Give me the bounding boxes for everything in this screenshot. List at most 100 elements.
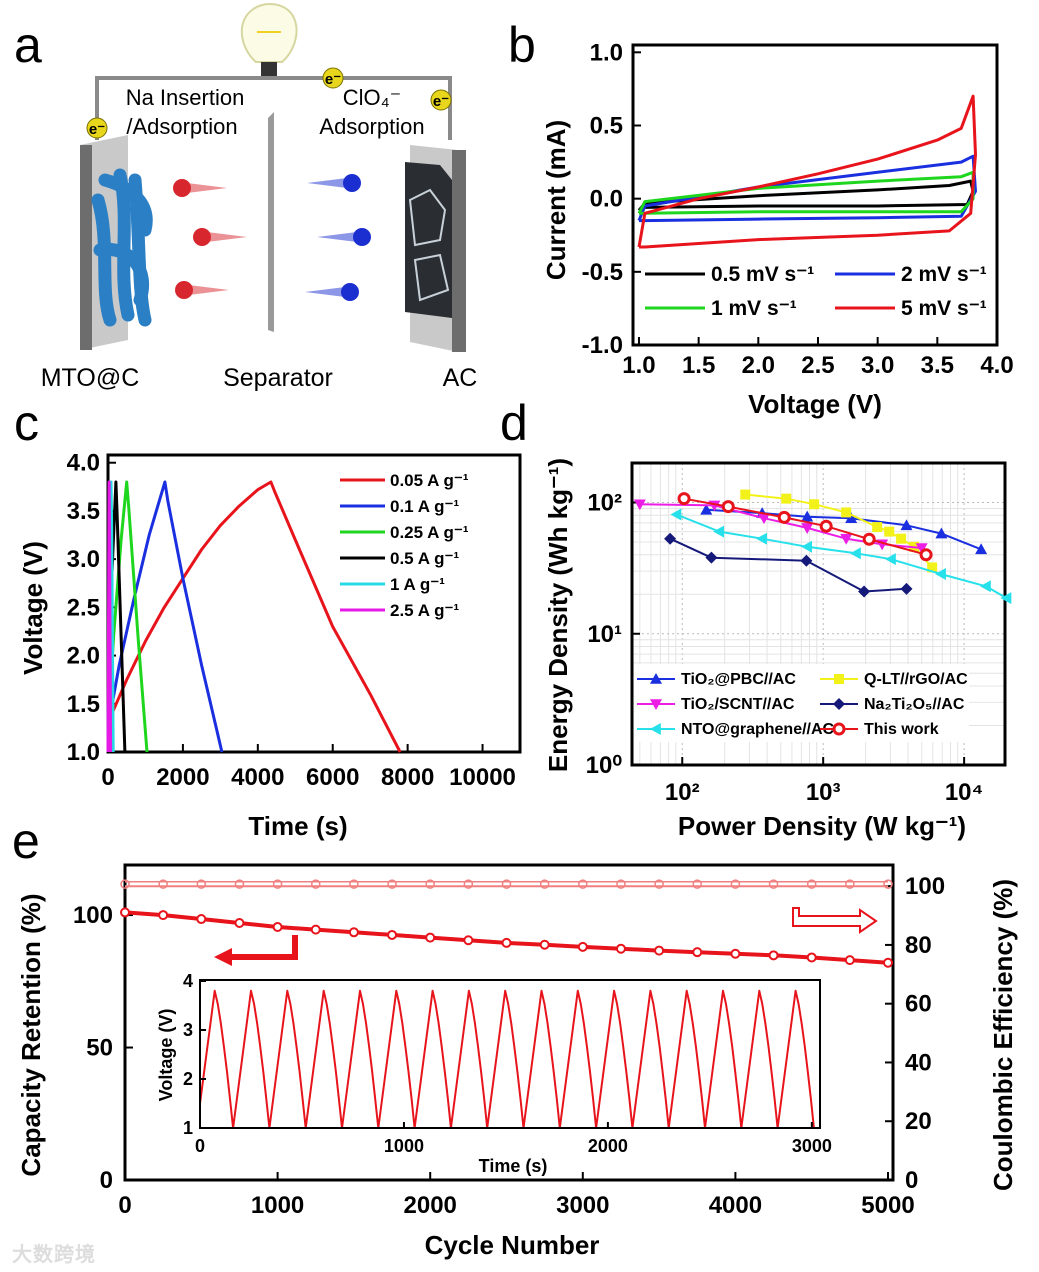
y-tick-label: 4.0 <box>67 450 100 477</box>
retention-point <box>310 924 321 935</box>
inset-background <box>200 980 820 1128</box>
data-point-circle <box>919 548 933 562</box>
series-markers-5 <box>677 492 933 562</box>
data-point-diamond <box>800 554 813 567</box>
inset-y-axis-title: Voltage (V) <box>156 1009 176 1102</box>
y-tick-label: 100 <box>73 902 113 929</box>
series-markers-4 <box>670 508 1012 605</box>
x-tick-label: 0 <box>101 764 114 791</box>
legend-background <box>634 664 969 742</box>
legend-label: This work <box>864 721 939 738</box>
x-axis-title: Cycle Number <box>425 1230 600 1260</box>
panel-letter-b: b <box>508 17 536 73</box>
electron-icon <box>322 67 344 89</box>
data-point-triangle-up <box>801 510 814 522</box>
x-tick-label: 2000 <box>156 764 209 791</box>
ce-point <box>196 879 207 889</box>
x-tick-label: 5000 <box>861 1192 914 1219</box>
electron-label: e⁻ <box>325 71 341 88</box>
data-point-circle <box>819 519 833 533</box>
ce-point <box>768 879 779 889</box>
ce-point <box>616 879 626 889</box>
legend-label: 5 mV s⁻¹ <box>901 297 987 320</box>
retention-point <box>272 921 283 932</box>
data-point-circle <box>721 500 735 514</box>
x-tick-label: 2000 <box>404 1192 457 1219</box>
electron-icon <box>86 117 108 139</box>
panel-letter-a: a <box>14 17 42 73</box>
data-point-circle <box>777 510 791 524</box>
anion-icon <box>353 228 371 246</box>
legend-label: 2 mV s⁻¹ <box>901 263 987 286</box>
y-tick-label: 1 <box>183 1118 193 1138</box>
ce-point <box>463 879 474 889</box>
ce-point <box>158 879 168 889</box>
retention-point <box>806 952 817 963</box>
anion-icon <box>343 174 361 192</box>
y-tick-label: 2 <box>183 1069 193 1089</box>
series-line-3 <box>669 537 907 593</box>
legend-label: 2.5 A g⁻¹ <box>390 601 459 620</box>
cathode-label: AC <box>443 364 478 392</box>
data-point-triangle-left <box>850 547 861 560</box>
ce-point <box>311 879 321 889</box>
plot-area-b <box>631 43 999 347</box>
legend-label: NTO@graphene//AC <box>681 721 835 738</box>
retention-markers <box>120 907 893 968</box>
data-point-triangle-left <box>885 553 896 566</box>
y-tick-label: 1.0 <box>67 739 100 766</box>
cv-curve-3 <box>637 94 977 249</box>
panel-letter-e: e <box>12 813 40 869</box>
y-tick-label: 10¹ <box>587 621 622 648</box>
legend-label: 0.05 A g⁻¹ <box>390 471 469 490</box>
ce-point <box>349 879 359 889</box>
gcd-curve-5 <box>106 480 113 753</box>
x-tick-label: 10000 <box>449 764 516 791</box>
retention-point <box>692 947 703 958</box>
x-tick-label: 2.0 <box>742 352 775 379</box>
y-tick-label: 2.5 <box>67 594 100 621</box>
x-tick-label: 1.0 <box>622 352 655 379</box>
retention-point <box>463 935 474 946</box>
data-point-triangle-down <box>840 533 853 545</box>
ion-trail <box>317 232 357 242</box>
data-point-triangle-down <box>915 543 928 555</box>
x-tick-label: 6000 <box>306 764 359 791</box>
series-line-4 <box>676 513 1007 599</box>
data-point-triangle-up <box>650 673 662 684</box>
retention-point <box>654 945 665 956</box>
ion-trail <box>187 183 227 193</box>
x-tick-label: 1.5 <box>682 352 715 379</box>
y-axis-title: Capacity Retention (%) <box>16 893 46 1176</box>
data-point-square <box>872 522 883 533</box>
na-insertion-label: Na Insertion <box>126 85 245 110</box>
legend-label: 1 A g⁻¹ <box>390 575 445 594</box>
electron-label: e⁻ <box>433 93 449 110</box>
anion-icon <box>341 283 359 301</box>
anode-label: MTO@C <box>41 364 140 392</box>
data-point-triangle-left <box>670 508 682 521</box>
y-axis-title: Voltage (V) <box>18 541 48 675</box>
legend-label: 0.25 A g⁻¹ <box>390 523 469 542</box>
ion-trail <box>207 232 247 242</box>
left-axis-arrow-icon <box>214 935 298 966</box>
y-tick-label: 20 <box>905 1108 932 1135</box>
x-tick-label: 1000 <box>251 1192 304 1219</box>
data-point-diamond <box>664 532 677 545</box>
x-tick-label: 0 <box>118 1192 131 1219</box>
light-bulb-icon <box>240 3 298 76</box>
data-point-triangle-up <box>900 519 913 531</box>
data-point-square <box>927 562 938 573</box>
x-tick-label: 10² <box>665 779 700 806</box>
data-point-triangle-left <box>756 532 767 545</box>
retention-point <box>539 939 550 950</box>
inset-gcd-curve <box>199 989 815 1129</box>
data-point-square <box>781 493 792 504</box>
ce-point <box>654 879 664 889</box>
y-tick-label: 10² <box>587 490 622 517</box>
x-tick-label: 2.5 <box>801 352 834 379</box>
ce-point <box>501 879 512 889</box>
retention-point <box>348 927 359 938</box>
ion-trail <box>307 178 347 188</box>
